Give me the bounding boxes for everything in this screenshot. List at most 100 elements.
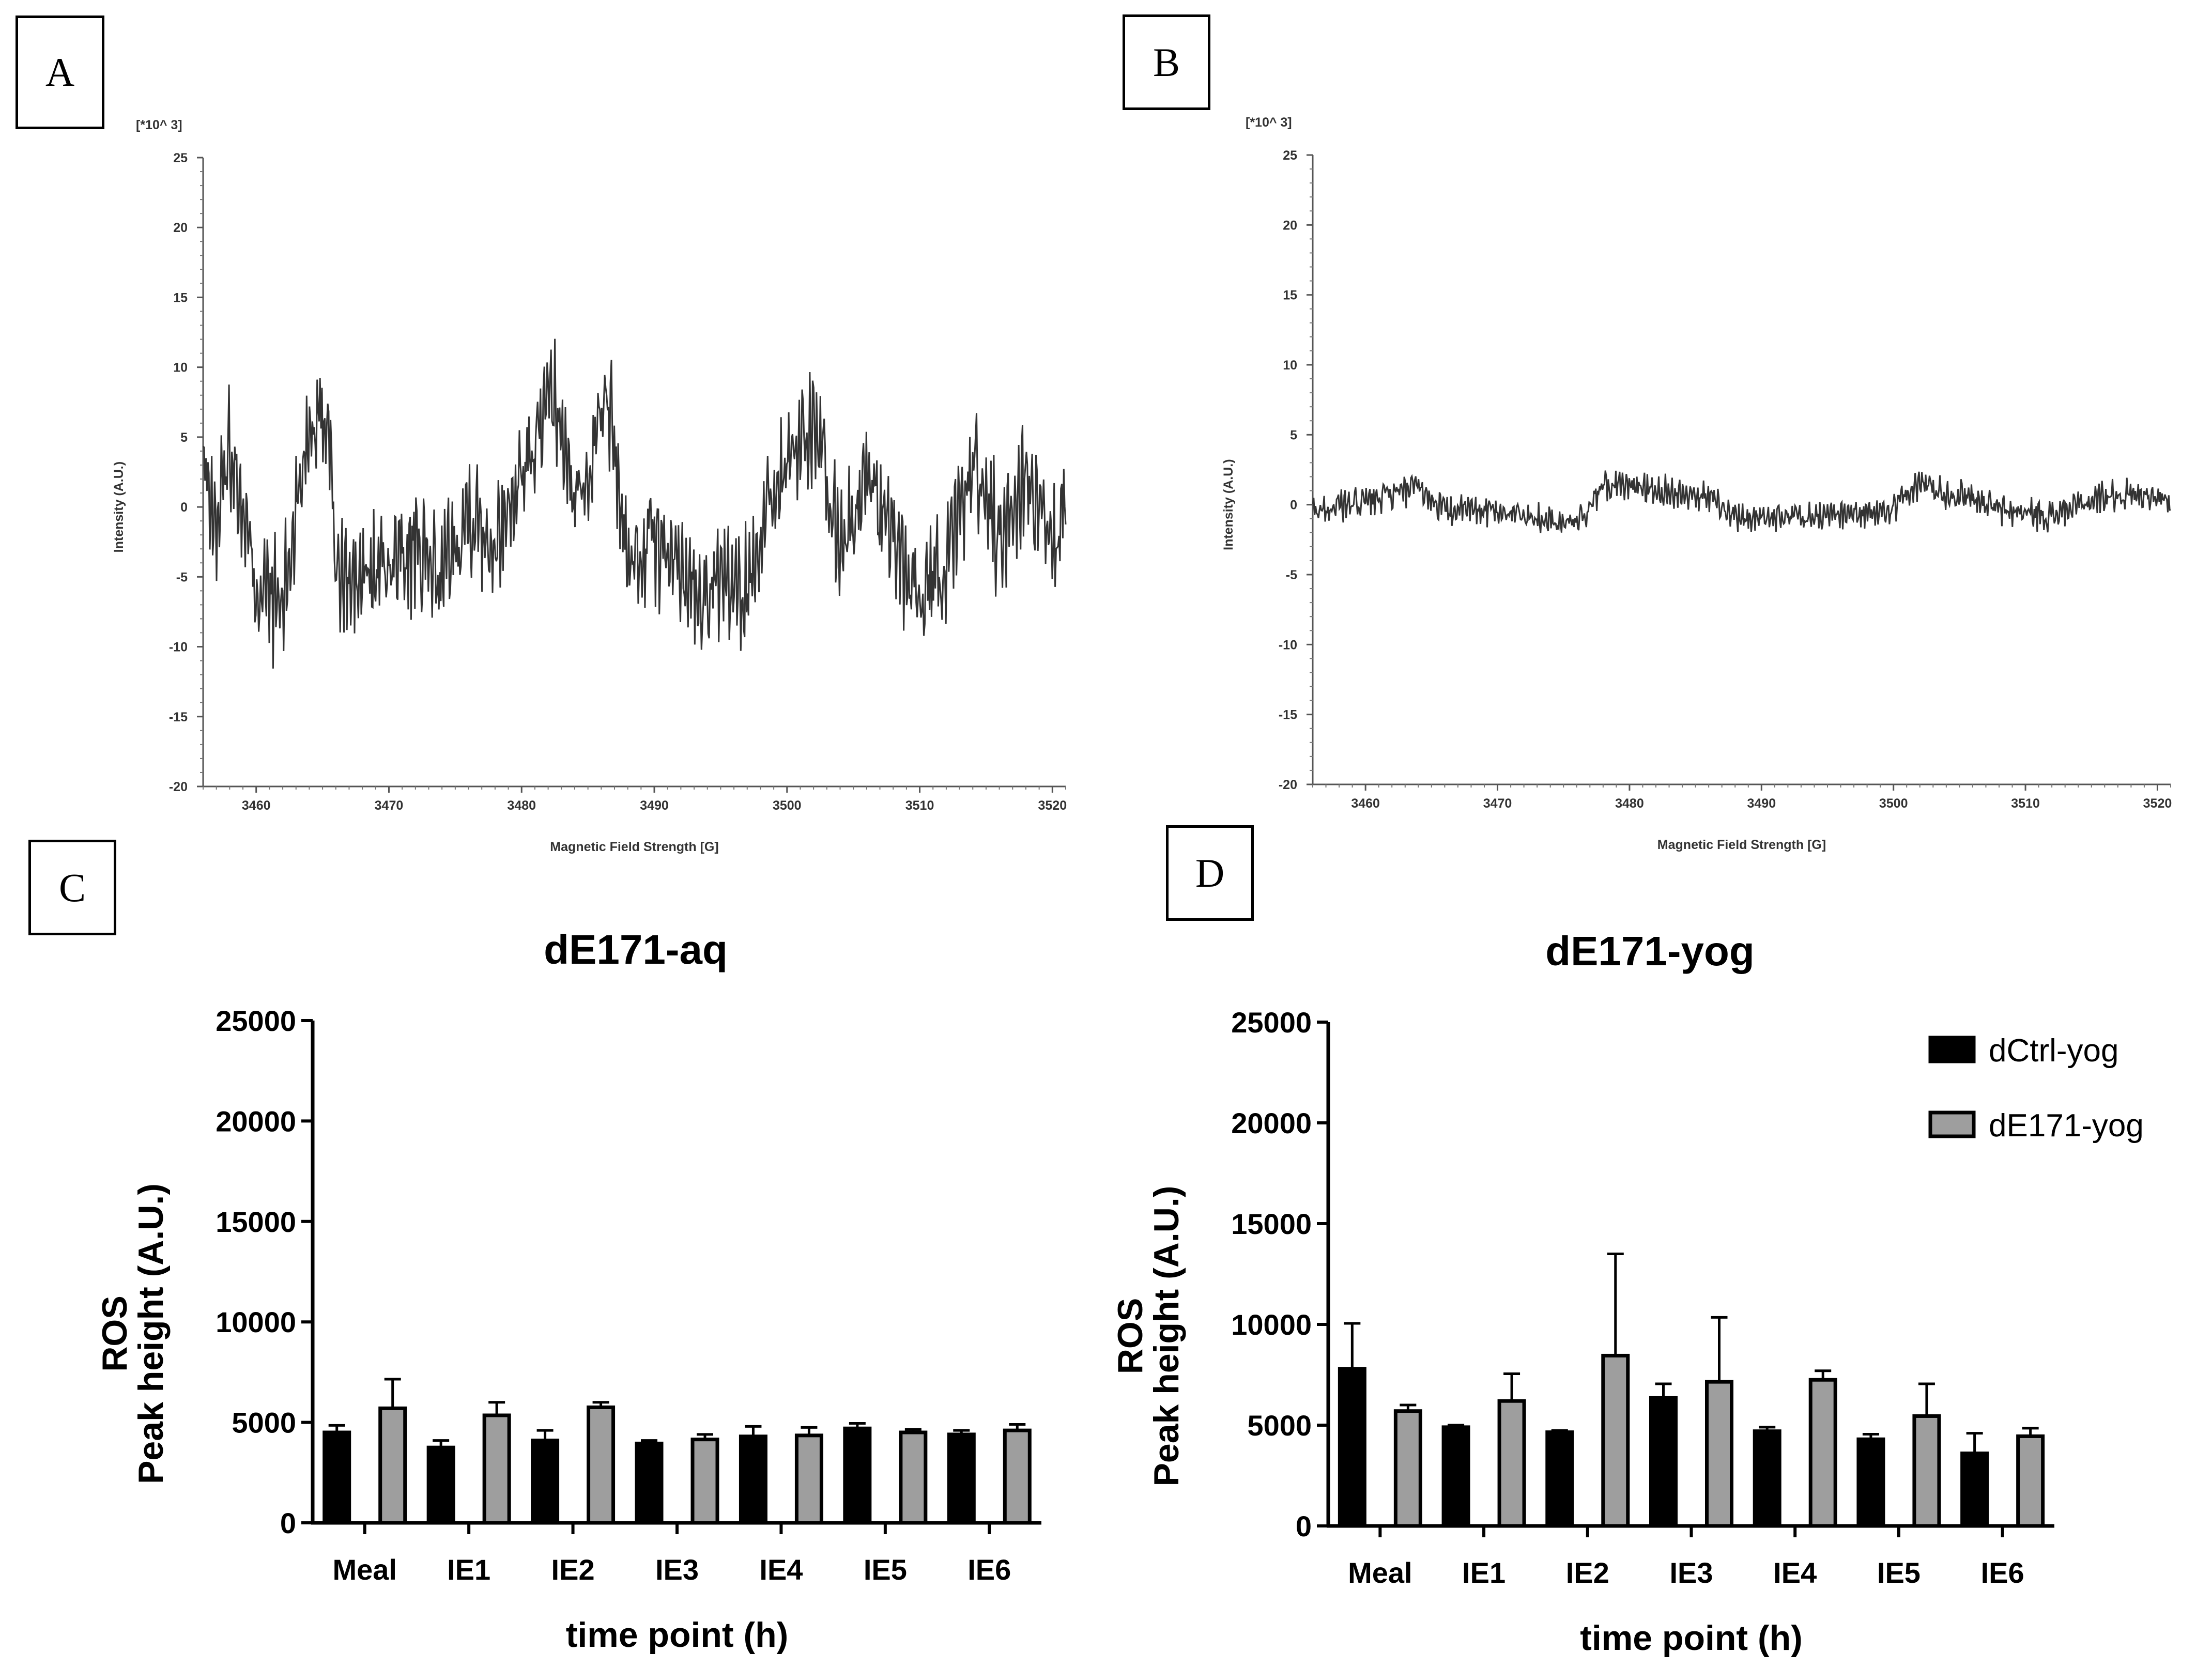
bar — [794, 1433, 823, 1525]
x-axis-title: Magnetic Field Strength [G] — [550, 840, 718, 854]
panel-label-d: D — [1166, 825, 1254, 921]
y-tick-label: 5000 — [1247, 1409, 1312, 1442]
bar — [1601, 1353, 1630, 1528]
y-tick-label: -10 — [169, 640, 188, 655]
x-tick-label: IE1 — [1462, 1556, 1506, 1589]
y-tick-label: 5 — [180, 430, 188, 445]
x-tick-label: 3500 — [773, 798, 802, 813]
x-axis-title: time point (h) — [566, 1615, 789, 1655]
panel-label-a: A — [16, 16, 104, 129]
bar — [899, 1430, 928, 1525]
y-tick-label: 25 — [1283, 148, 1297, 163]
scale-label: [*10^ 3] — [136, 118, 182, 132]
y-tick-label: 10000 — [216, 1306, 296, 1338]
x-tick-label: IE2 — [551, 1553, 595, 1586]
bar — [1003, 1428, 1032, 1525]
x-axis-title: Magnetic Field Strength [G] — [1657, 838, 1826, 852]
y-tick-label: 15000 — [1231, 1208, 1312, 1240]
y-tick-label: 20000 — [216, 1105, 296, 1137]
legend-label: dCtrl-yog — [1989, 1033, 2119, 1069]
bar — [1753, 1429, 1781, 1528]
x-tick-label: IE6 — [1981, 1556, 2024, 1589]
x-tick-label: 3500 — [1879, 796, 1908, 811]
panel-label-b: B — [1123, 14, 1210, 110]
x-tick-label: 3480 — [507, 798, 536, 813]
x-tick-label: 3510 — [905, 798, 934, 813]
y-tick-label: 10 — [1283, 358, 1297, 373]
bar — [426, 1445, 455, 1525]
bar — [322, 1430, 351, 1525]
x-tick-label: IE2 — [1566, 1556, 1609, 1589]
x-tick-label: Meal — [332, 1553, 397, 1586]
spectrum-trace — [202, 338, 1067, 669]
bar — [1545, 1430, 1574, 1528]
x-tick-label: 3460 — [242, 798, 271, 813]
x-tick-label: 3470 — [375, 798, 404, 813]
bar — [947, 1432, 976, 1525]
bar — [739, 1434, 767, 1525]
y-tick-label: 15 — [1283, 288, 1297, 303]
y-tick-label: 15 — [173, 290, 188, 305]
bar — [1912, 1414, 1941, 1528]
bar — [2016, 1434, 2045, 1528]
y-tick-label: 5 — [1290, 428, 1297, 442]
y-tick-label: 10000 — [1231, 1308, 1312, 1341]
y-tick-label: -10 — [1279, 638, 1297, 652]
bar — [843, 1426, 872, 1525]
bar — [690, 1438, 719, 1525]
y-tick-label: 0 — [1290, 498, 1297, 513]
y-tick-label: -5 — [176, 570, 188, 584]
x-tick-label: IE3 — [655, 1553, 699, 1586]
bar — [1338, 1367, 1366, 1528]
y-tick-label: 5000 — [232, 1407, 296, 1439]
bar — [1856, 1437, 1885, 1528]
y-axis-title-line1: ROS — [95, 1295, 134, 1371]
y-tick-label: -15 — [169, 710, 188, 724]
bar — [1960, 1452, 1989, 1528]
x-tick-label: IE1 — [447, 1553, 490, 1586]
chart-title: dE171-yog — [1545, 928, 1755, 974]
y-tick-label: 20 — [173, 221, 188, 235]
x-tick-label: 3490 — [1747, 796, 1776, 811]
x-tick-label: IE5 — [1877, 1556, 1921, 1589]
y-axis-title: Intensity (A.U.) — [112, 461, 126, 552]
x-tick-label: 3520 — [1038, 798, 1067, 813]
bar — [635, 1441, 664, 1525]
y-tick-label: 25000 — [216, 1005, 296, 1037]
y-tick-label: -5 — [1286, 568, 1297, 582]
y-axis-title-line1: ROS — [1111, 1298, 1150, 1374]
bar — [1497, 1399, 1526, 1528]
bar — [1649, 1396, 1678, 1528]
y-tick-label: 0 — [180, 500, 188, 515]
bar — [378, 1406, 407, 1525]
y-axis-title-line2: Peak height (A.U.) — [1147, 1186, 1186, 1487]
bar — [1808, 1378, 1837, 1528]
y-tick-label: -20 — [1279, 778, 1297, 792]
bar — [587, 1405, 616, 1525]
x-tick-label: IE4 — [1773, 1556, 1817, 1589]
x-tick-label: 3460 — [1351, 796, 1380, 811]
chart-title: dE171-aq — [544, 927, 728, 973]
x-tick-label: 3490 — [640, 798, 669, 813]
bar — [1441, 1425, 1470, 1528]
y-tick-label: 15000 — [216, 1206, 296, 1238]
y-tick-label: 0 — [280, 1507, 296, 1539]
legend-label: dE171-yog — [1989, 1108, 2144, 1144]
y-tick-label: 25 — [173, 151, 188, 165]
panel-label-c: C — [28, 840, 116, 935]
legend-swatch — [1928, 1036, 1976, 1063]
x-tick-label: 3470 — [1483, 796, 1512, 811]
x-tick-label: 3520 — [2143, 796, 2172, 811]
y-tick-label: 0 — [1296, 1510, 1312, 1542]
bar — [1393, 1409, 1422, 1528]
y-tick-label: -15 — [1279, 708, 1297, 722]
y-axis-title: Intensity (A.U.) — [1221, 459, 1236, 550]
legend-swatch — [1928, 1110, 1976, 1138]
bar — [531, 1439, 560, 1525]
y-tick-label: -20 — [169, 780, 188, 794]
x-tick-label: IE5 — [864, 1553, 907, 1586]
